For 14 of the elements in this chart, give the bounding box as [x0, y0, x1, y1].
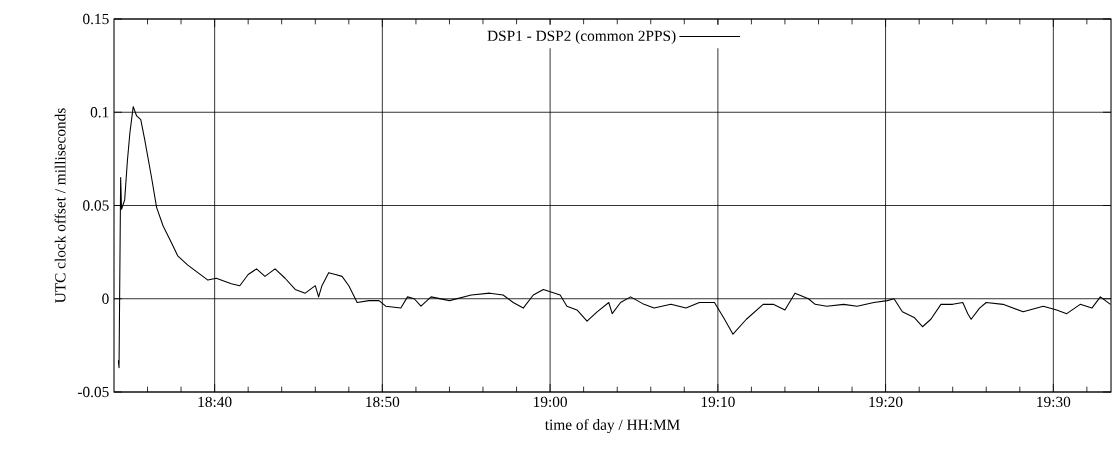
y-tick-label: 0 — [102, 293, 109, 304]
y-tick-label: 0.1 — [90, 107, 109, 118]
x-tick-label: 18:50 — [366, 396, 400, 408]
y-tick-label: 0.05 — [83, 200, 109, 211]
x-tick-label: 19:00 — [533, 396, 567, 408]
y-axis-title: UTC clock offset / milliseconds — [54, 108, 66, 303]
x-tick-label: 18:40 — [198, 396, 232, 408]
x-tick-label: 19:10 — [701, 396, 735, 408]
x-tick-label: 19:30 — [1037, 396, 1071, 408]
x-axis-title: time of day / HH:MM — [544, 418, 680, 434]
y-tick-label: -0.05 — [77, 386, 109, 398]
legend-label: DSP1 - DSP2 (common 2PPS) — [487, 30, 676, 45]
y-tick-label: 0.15 — [83, 13, 109, 25]
x-tick-label: 19:20 — [869, 396, 903, 408]
